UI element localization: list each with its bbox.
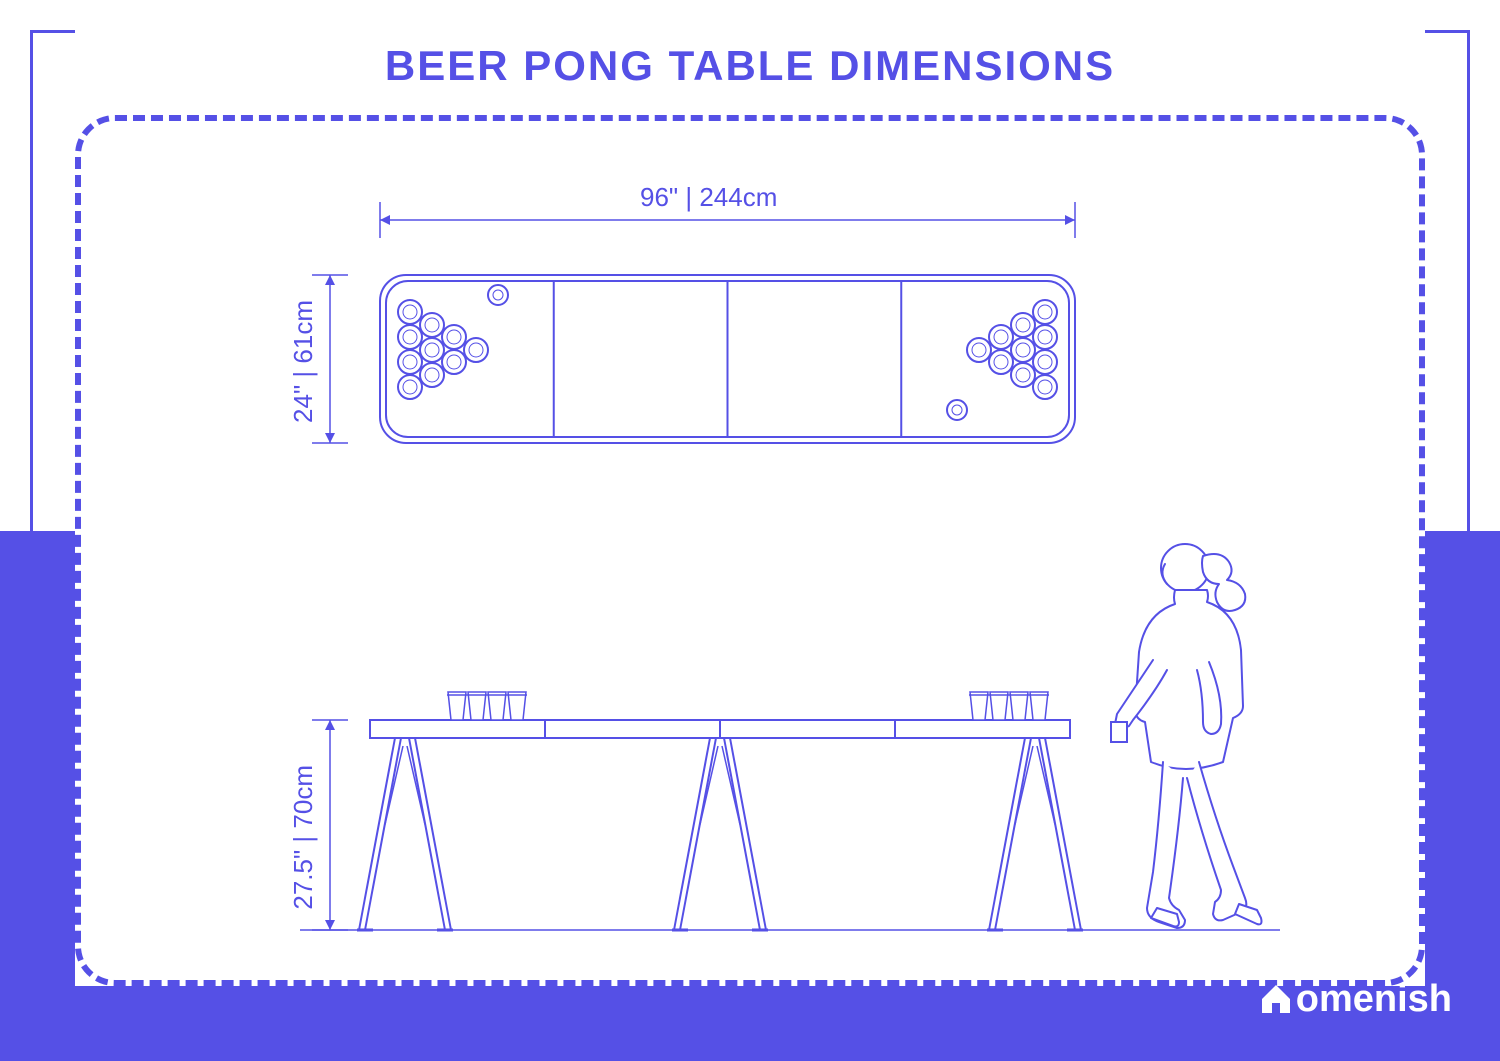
brand-logo: omenish (1258, 978, 1452, 1025)
diagram-svg (0, 0, 1500, 1061)
brand-text: omenish (1296, 978, 1452, 1020)
house-icon (1258, 979, 1294, 1025)
diagram-canvas: BEER PONG TABLE DIMENSIONS 96" | 244cm 2… (0, 0, 1500, 1061)
